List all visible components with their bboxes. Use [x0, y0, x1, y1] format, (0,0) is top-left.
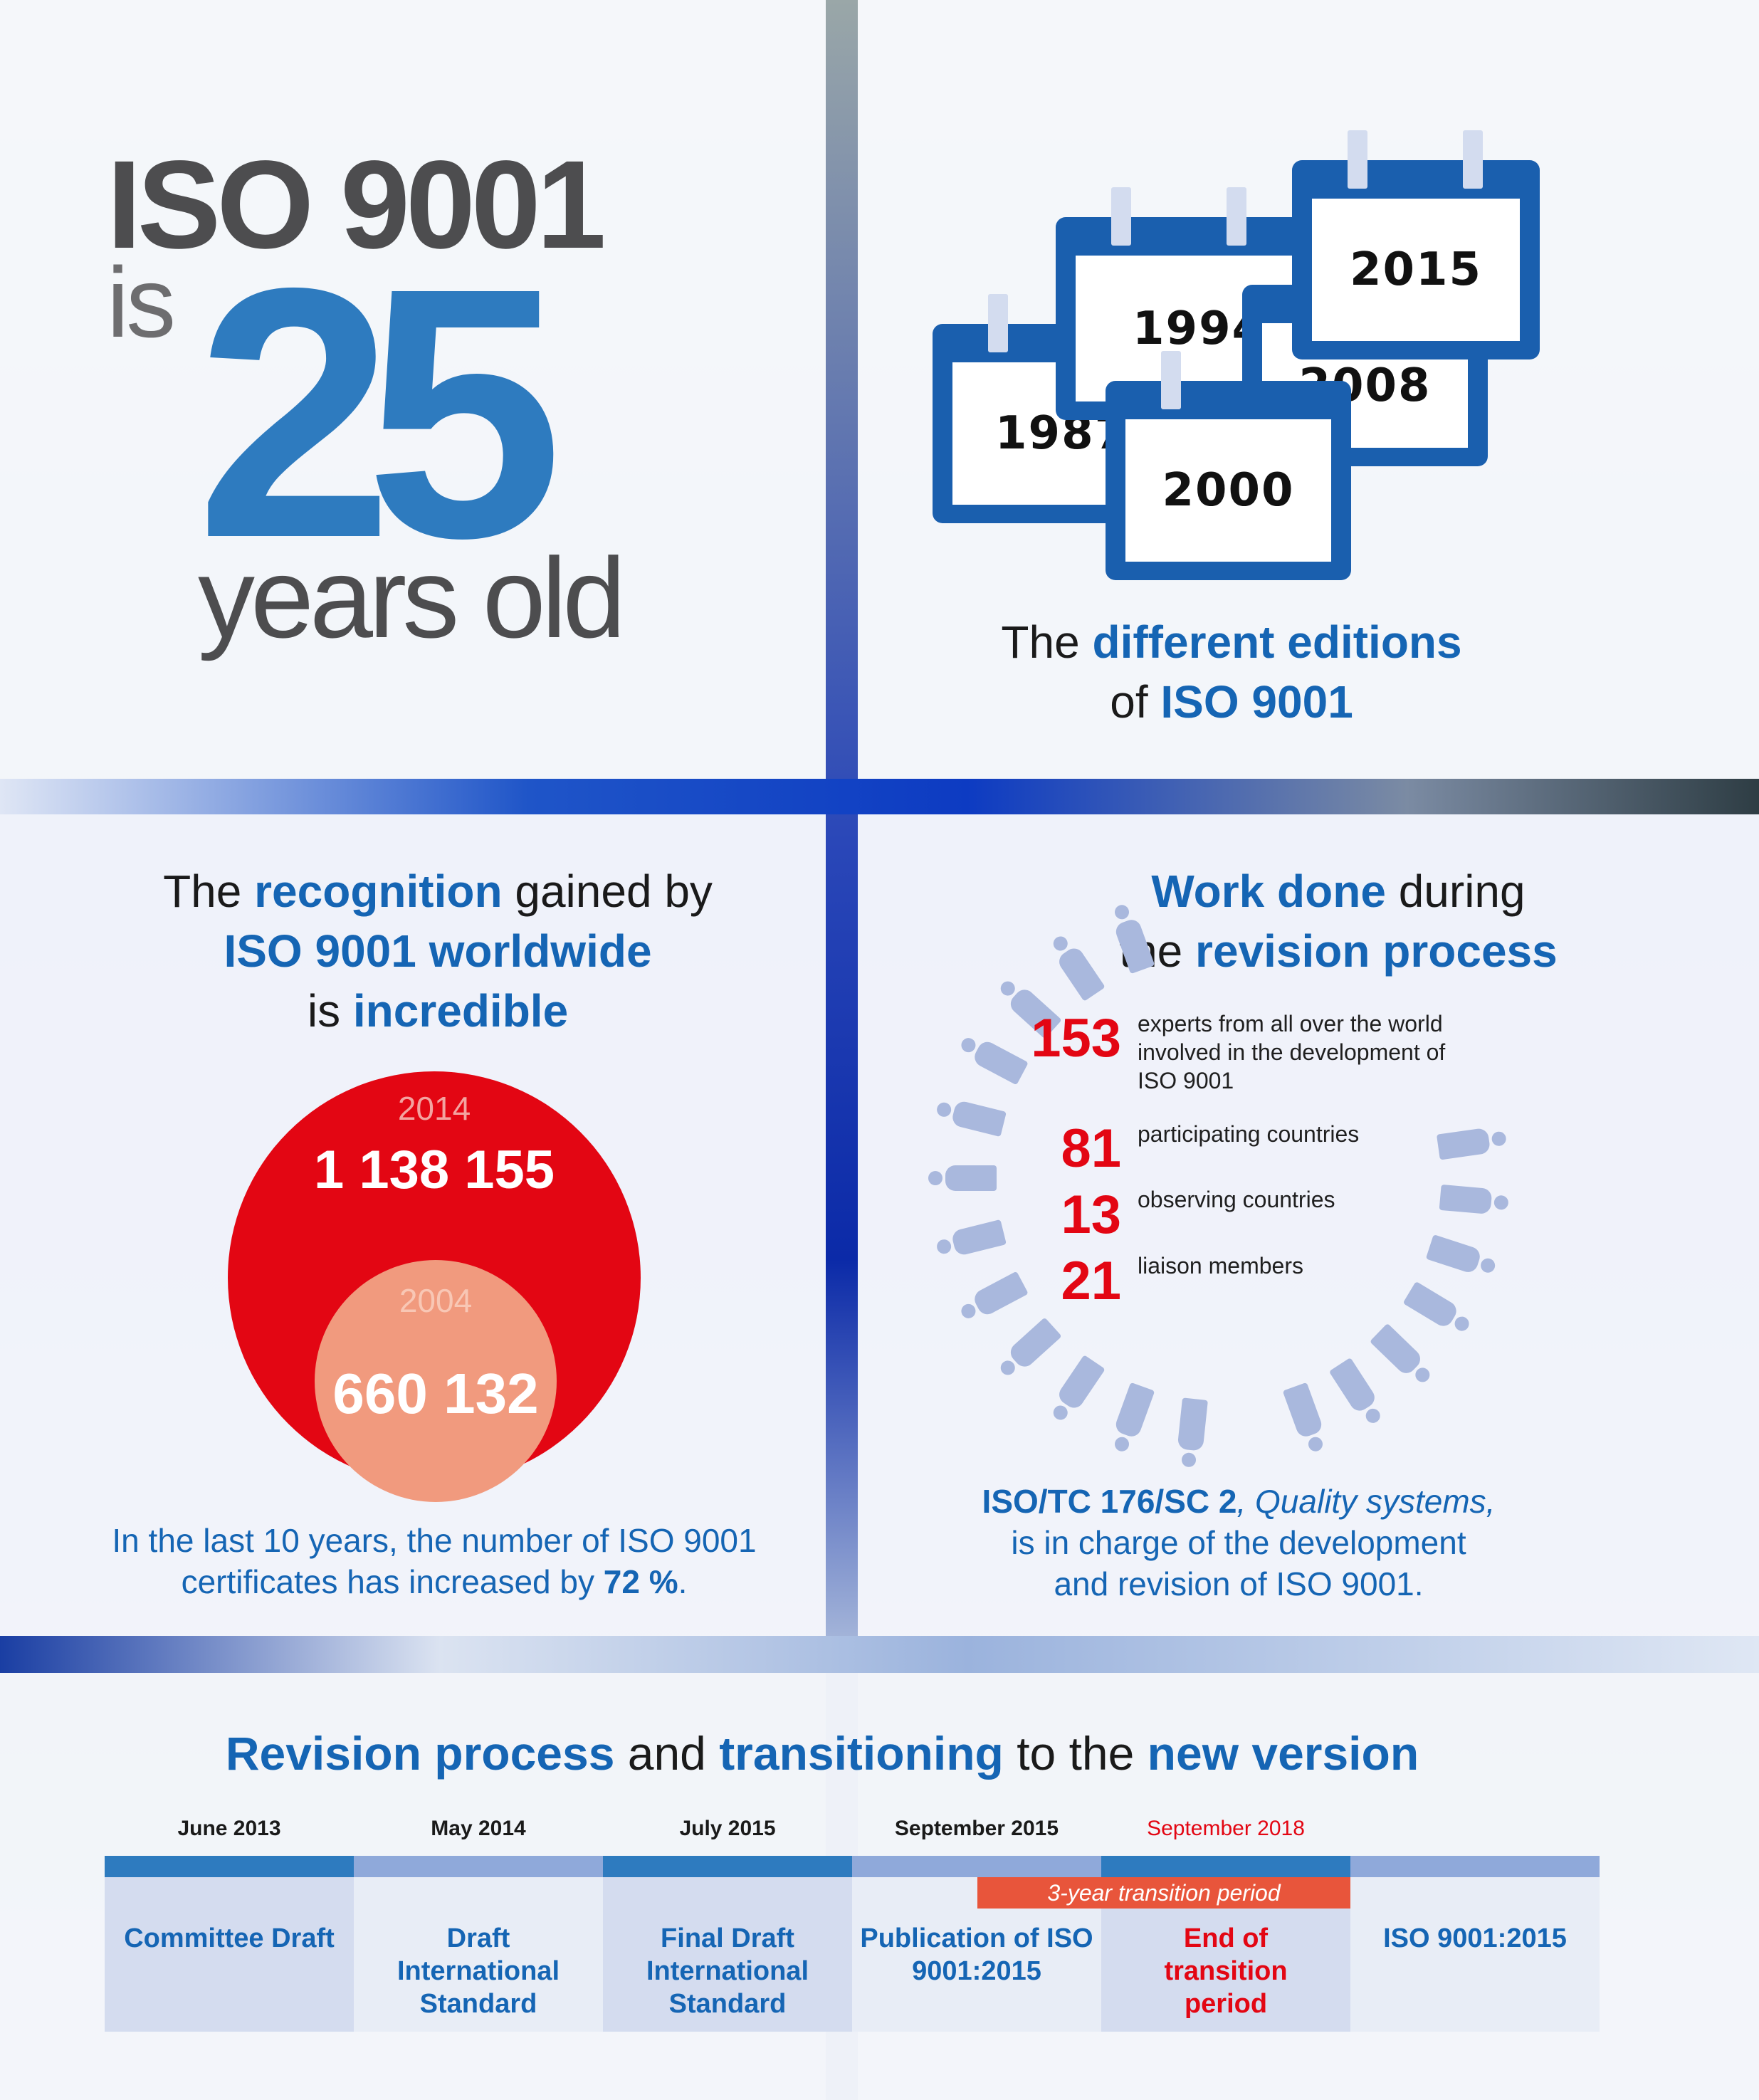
editions-caption: The different editions of ISO 9001 — [975, 612, 1488, 732]
caption-bold: ISO 9001 — [1160, 676, 1353, 728]
heading-text: during — [1385, 866, 1526, 917]
timeline-cell — [105, 1877, 354, 2032]
calendar-year: 2000 — [1125, 419, 1331, 562]
heading-bold: incredible — [352, 985, 569, 1036]
timeline-date: July 2015 — [679, 1817, 776, 1840]
year-2004: 2004 — [399, 1282, 473, 1319]
hero-is: is — [107, 246, 176, 358]
stat-label-observing: observing countries — [1138, 1187, 1335, 1212]
timeline-bar — [354, 1856, 603, 1877]
hero-number: 25 — [196, 214, 563, 611]
stat-value-participating: 81 — [1061, 1118, 1121, 1179]
calendar-2000: 2000 — [1106, 351, 1351, 580]
timeline-label: Committee Draft — [124, 1923, 335, 1953]
timeline-cell — [1350, 1877, 1600, 2032]
footer-text: . — [678, 1563, 688, 1600]
footer-percentage: 72 % — [603, 1563, 678, 1600]
hero-suffix: years old — [198, 534, 626, 661]
caption-bold: different editions — [1092, 616, 1462, 668]
value-2014: 1 138 155 — [313, 1140, 555, 1200]
timeline-date: September 2015 — [894, 1817, 1059, 1840]
timeline-bar — [852, 1856, 1101, 1877]
timeline-cell — [354, 1877, 603, 2032]
timeline-date: May 2014 — [431, 1817, 526, 1840]
timeline-label: Draft International Standard — [397, 1923, 560, 2019]
committee-note: ISO/TC 176/SC 2, Quality systems, is in … — [897, 1481, 1580, 1605]
timeline-label: ISO 9001:2015 — [1383, 1923, 1567, 1953]
stat-label-participating: participating countries — [1138, 1121, 1360, 1147]
footer-text: In the last 10 years, the number of ISO … — [112, 1522, 757, 1559]
heading-text: gained by — [502, 866, 713, 917]
committee-text: is in charge of the development — [1011, 1524, 1466, 1561]
calendar-year: 2015 — [1312, 199, 1520, 341]
panel-mid-right — [858, 814, 1759, 1636]
committee-text: and revision of ISO 9001. — [1054, 1565, 1424, 1602]
timeline-title: Revision process and transitioning to th… — [0, 1726, 1644, 1780]
timeline-bar — [1350, 1856, 1600, 1877]
heading-text: The — [163, 866, 255, 917]
timeline-label: End of transition period — [1164, 1923, 1288, 2019]
timeline-label: Publication of ISO 9001:2015 — [860, 1923, 1093, 1986]
committee-name: , Quality systems, — [1236, 1483, 1496, 1520]
title-bold: Revision process — [225, 1727, 615, 1780]
recognition-footer: In the last 10 years, the number of ISO … — [85, 1520, 783, 1602]
year-2014: 2014 — [397, 1090, 471, 1127]
title-bold: new version — [1147, 1727, 1419, 1780]
hero-title: ISO 9001 — [107, 135, 607, 275]
heading-bold: ISO 9001 worldwide — [224, 925, 652, 977]
transition-period-bar: 3-year transition period — [977, 1877, 1350, 1909]
background-grid-horizontal-2 — [0, 1636, 1759, 1673]
timeline-date: September 2018 — [1147, 1817, 1305, 1840]
timeline-bar — [603, 1856, 852, 1877]
circle-2004 — [315, 1260, 557, 1502]
committee-code: ISO/TC 176/SC 2 — [982, 1483, 1237, 1520]
panel-top-left — [0, 0, 826, 779]
title-text: and — [614, 1727, 720, 1780]
heading-bold: revision process — [1195, 925, 1558, 977]
title-text: to the — [1003, 1727, 1148, 1780]
background-grid-horizontal — [0, 779, 1759, 814]
timeline-cell — [603, 1877, 852, 2032]
caption-text: of — [1110, 676, 1161, 728]
footer-text: certificates has increased by — [181, 1563, 604, 1600]
work-heading: Work done during the revision process — [1068, 861, 1609, 981]
calendar-2015: 2015 — [1292, 130, 1540, 359]
stat-value-observing: 13 — [1061, 1185, 1121, 1245]
timeline-bar — [105, 1856, 354, 1877]
timeline-label: Final Draft International Standard — [646, 1923, 809, 2019]
stat-value-experts: 153 — [1031, 1008, 1121, 1069]
stat-label-liaison: liaison members — [1138, 1253, 1303, 1279]
title-bold: transitioning — [719, 1727, 1004, 1780]
heading-bold: recognition — [254, 866, 503, 917]
timeline-date: June 2013 — [177, 1817, 281, 1840]
heading-text: is — [307, 985, 353, 1036]
stat-value-liaison: 21 — [1061, 1251, 1121, 1311]
recognition-heading: The recognition gained by ISO 9001 world… — [107, 861, 769, 1041]
timeline-bar — [1101, 1856, 1350, 1877]
value-2004: 660 132 — [332, 1362, 539, 1425]
stat-label-experts: experts from all over the world involved… — [1138, 1011, 1446, 1093]
heading-bold: Work done — [1151, 866, 1386, 917]
caption-text: The — [1001, 616, 1093, 668]
